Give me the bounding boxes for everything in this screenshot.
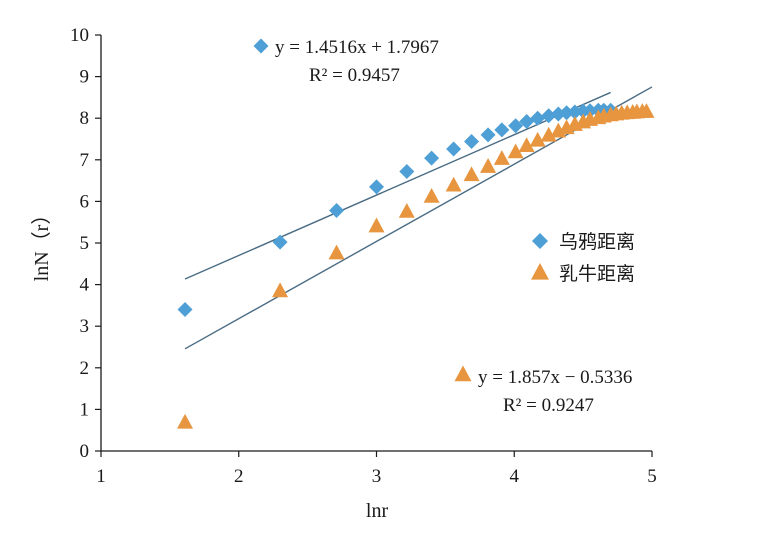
points-layer xyxy=(177,102,655,429)
data-point-triangle xyxy=(638,103,655,118)
data-point-triangle xyxy=(480,158,497,173)
data-point-diamond xyxy=(424,150,440,166)
y-tick-label: 4 xyxy=(80,275,90,296)
data-point-diamond xyxy=(446,141,462,157)
data-point-triangle xyxy=(463,166,480,182)
data-point-triangle xyxy=(529,131,546,147)
data-point-triangle xyxy=(507,143,524,159)
data-point-diamond xyxy=(494,122,510,138)
data-point-triangle xyxy=(423,187,440,203)
equation-series-1: y = 1.4516x + 1.7967 xyxy=(275,37,439,58)
data-point-triangle xyxy=(518,137,535,153)
data-point-triangle xyxy=(493,150,510,165)
y-tick-label: 8 xyxy=(80,108,90,129)
r2-series-1: R² = 0.9457 xyxy=(309,65,400,86)
legend-label-series-1: 乌鸦距离 xyxy=(559,231,635,253)
data-point-diamond xyxy=(399,163,415,179)
data-point-diamond xyxy=(272,234,288,250)
y-tick-label: 5 xyxy=(80,233,90,254)
y-axis-title: lnN（r） xyxy=(30,205,53,282)
data-point-diamond xyxy=(519,114,535,130)
data-point-diamond xyxy=(530,110,546,126)
data-point-diamond xyxy=(369,179,384,195)
x-tick-label: 5 xyxy=(647,466,657,487)
data-point-diamond xyxy=(541,108,557,124)
y-tick-label: 1 xyxy=(80,399,90,420)
y-tick-label: 7 xyxy=(80,150,90,171)
y-tick-label: 10 xyxy=(70,25,89,46)
y-tick-label: 2 xyxy=(80,358,90,379)
x-tick-label: 1 xyxy=(96,466,106,487)
data-point-triangle xyxy=(177,413,194,429)
y-tick-label: 3 xyxy=(80,316,90,337)
data-point-diamond xyxy=(177,302,193,318)
r2-series-2: R² = 0.9247 xyxy=(503,395,594,416)
x-axis-title: lnr xyxy=(366,500,389,522)
equation-marker-triangle xyxy=(454,365,472,382)
data-point-triangle xyxy=(398,202,415,218)
y-tick-label: 0 xyxy=(80,441,90,462)
legend-marker-diamond xyxy=(532,233,548,249)
data-point-triangle xyxy=(540,126,557,142)
data-point-diamond xyxy=(582,103,598,119)
data-point-triangle xyxy=(272,282,289,298)
data-point-triangle xyxy=(328,244,345,260)
legend-label-series-2: 乳牛距离 xyxy=(559,263,635,285)
data-point-diamond xyxy=(329,203,345,219)
data-point-triangle xyxy=(368,217,385,233)
legend-marker-triangle xyxy=(531,263,549,280)
y-tick-label: 9 xyxy=(80,67,90,88)
data-point-diamond xyxy=(480,127,496,143)
equation-series-2: y = 1.857x − 0.5336 xyxy=(478,367,632,388)
x-tick-label: 2 xyxy=(234,466,244,487)
data-point-triangle xyxy=(445,176,462,192)
x-tick-label: 3 xyxy=(372,466,382,487)
y-tick-label: 6 xyxy=(80,191,90,212)
equation-marker-diamond xyxy=(253,38,269,54)
data-point-diamond xyxy=(464,133,480,149)
data-point-diamond xyxy=(508,118,524,134)
x-tick-label: 4 xyxy=(510,466,520,487)
